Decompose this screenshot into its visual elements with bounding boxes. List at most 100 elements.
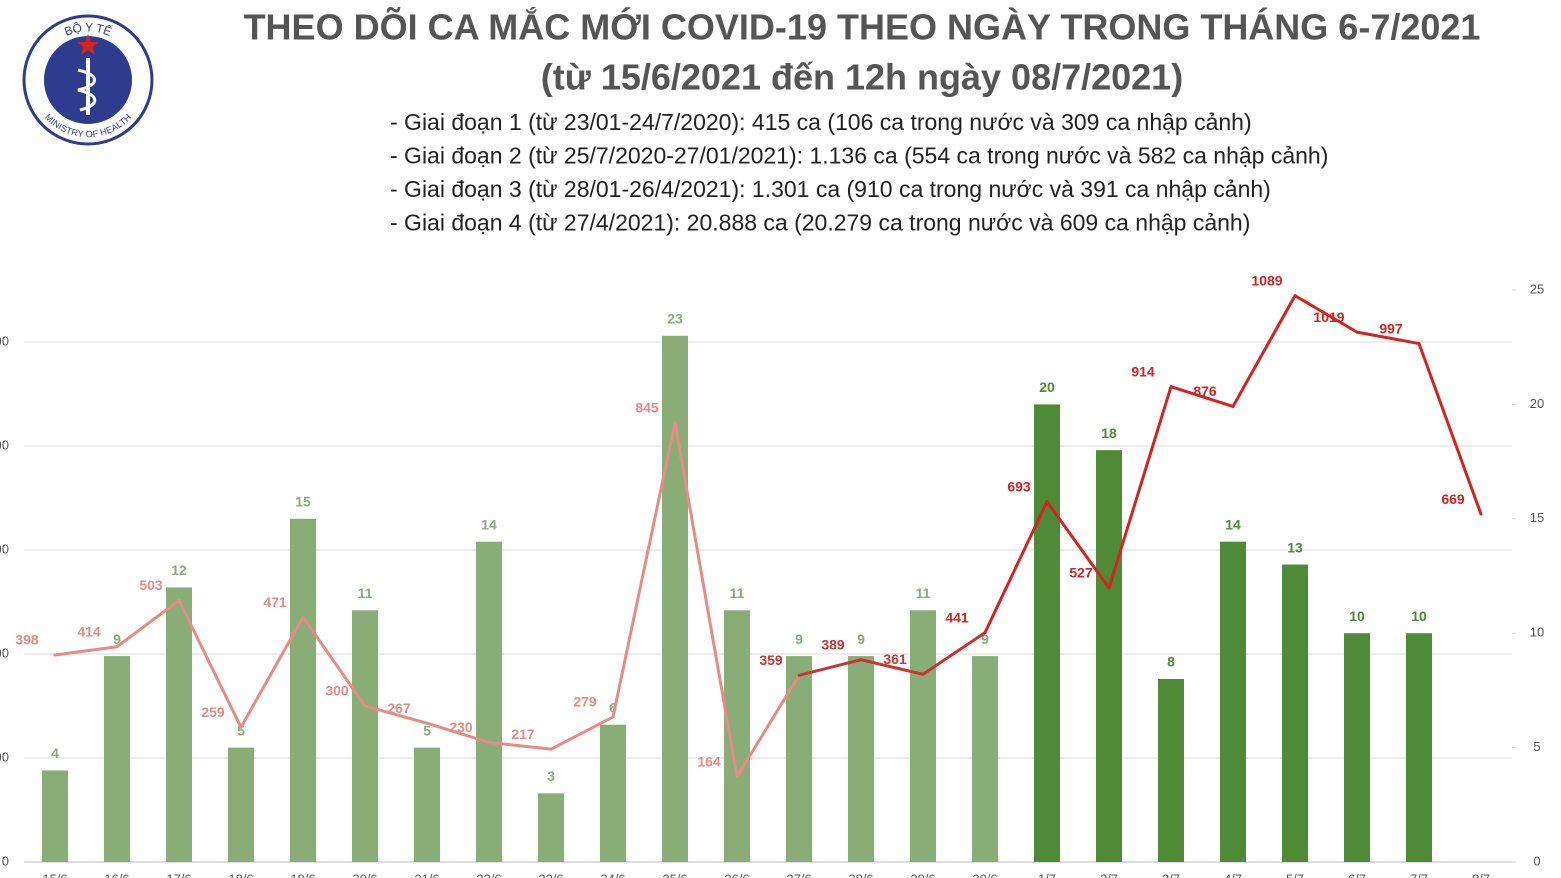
bar-value-label: 11 [358, 585, 373, 601]
bar [848, 656, 874, 862]
bar-value-label: 9 [857, 631, 865, 647]
line-value-label: 414 [77, 623, 101, 639]
line-segment [983, 500, 1049, 635]
bar-value-label: 9 [981, 631, 989, 647]
logo: BỘ Y TẾ MINISTRY OF HEALTH [22, 14, 154, 146]
line-segment [1107, 385, 1173, 590]
x-tick-label: 2/7 [1100, 871, 1118, 878]
bar [1406, 633, 1432, 862]
bar [42, 770, 68, 862]
y-tick-label: 400 [0, 645, 9, 660]
bar [600, 724, 626, 862]
line-segment [735, 673, 801, 779]
x-tick-label: 30/6 [972, 871, 997, 878]
bar [1034, 404, 1060, 862]
bar [538, 793, 564, 862]
line-segment [53, 645, 119, 657]
line-value-label: 217 [511, 726, 535, 742]
line-value-label: 1019 [1313, 309, 1344, 325]
bar [1158, 678, 1184, 862]
bar-value-label: 4 [51, 745, 59, 761]
line-segment [301, 615, 367, 708]
x-tick-label: 19/6 [290, 871, 315, 878]
line-segment [1417, 342, 1483, 516]
line-value-label: 389 [821, 636, 845, 652]
bar-value-label: 9 [795, 631, 803, 647]
y-tick-label: 200 [0, 749, 9, 764]
bar [1096, 450, 1122, 862]
bar [1282, 564, 1308, 862]
y2-tick-label: 25 [1530, 281, 1544, 296]
y2-tick-label: 0 [1533, 853, 1540, 868]
line-value-label: 527 [1069, 565, 1093, 581]
line-value-label: 164 [697, 753, 721, 769]
bar-value-label: 23 [667, 310, 683, 326]
bar [290, 518, 316, 862]
bar [724, 610, 750, 862]
line-value-label: 259 [201, 704, 225, 720]
x-tick-label: 8/7 [1472, 871, 1490, 878]
logo-star [77, 34, 99, 55]
bar [414, 747, 440, 862]
x-tick-label: 22/6 [476, 871, 501, 878]
line-value-label: 669 [1441, 491, 1465, 507]
bar-value-label: 3 [547, 768, 555, 784]
bar-value-label: 13 [1287, 539, 1303, 555]
line-value-label: 359 [759, 652, 783, 668]
x-tick-label: 17/6 [166, 871, 191, 878]
x-tick-label: 5/7 [1286, 871, 1304, 878]
line-segment [611, 421, 677, 719]
line-value-label: 279 [573, 694, 597, 710]
bar [1344, 633, 1370, 862]
y-tick-label: 600 [0, 541, 9, 556]
x-tick-label: 23/6 [538, 871, 563, 878]
line-segment [115, 598, 181, 649]
bar-value-label: 8 [1167, 654, 1175, 670]
chart-subtitle: (từ 15/6/2021 đến 12h ngày 08/7/2021) [541, 57, 1183, 98]
bar-value-label: 11 [730, 585, 745, 601]
note-line: - Giai đoạn 1 (từ 23/01-24/7/2020): 415 … [390, 109, 1252, 135]
bar-value-label: 15 [295, 494, 311, 510]
line-value-label: 876 [1193, 383, 1217, 399]
bar [352, 610, 378, 862]
line-segment [363, 704, 429, 725]
line-segment [921, 631, 987, 676]
bar [228, 747, 254, 862]
bar-value-label: 5 [423, 722, 431, 738]
line-value-label: 300 [325, 683, 349, 699]
line-value-label: 441 [945, 609, 969, 625]
x-tick-label: 4/7 [1224, 871, 1242, 878]
line-segment [859, 658, 925, 676]
y2-tick-label: 20 [1530, 396, 1544, 411]
line-value-label: 503 [139, 577, 163, 593]
bar [786, 656, 812, 862]
y2-tick-label: 15 [1530, 510, 1544, 525]
bar-value-label: 5 [237, 722, 245, 738]
note-line: - Giai đoạn 2 (từ 25/7/2020-27/01/2021):… [390, 143, 1328, 169]
bar [910, 610, 936, 862]
bar-value-label: 11 [916, 585, 931, 601]
logo-snake [77, 68, 97, 112]
x-tick-label: 1/7 [1038, 871, 1056, 878]
line-value-label: 471 [263, 594, 287, 610]
line-segment [239, 615, 305, 729]
bar-value-label: 10 [1411, 608, 1427, 624]
bar [662, 335, 688, 862]
y2-tick-label: 10 [1530, 625, 1544, 640]
bar-value-label: 14 [1225, 516, 1241, 532]
line-segment [487, 740, 553, 751]
bar-value-label: 18 [1101, 425, 1117, 441]
y-tick-label: 0 [2, 853, 9, 868]
x-tick-label: 6/7 [1348, 871, 1366, 878]
line-segment [549, 715, 615, 751]
line-segment [177, 598, 243, 729]
line-value-label: 997 [1379, 320, 1403, 336]
x-tick-label: 21/6 [414, 871, 439, 878]
bar-value-label: 10 [1349, 608, 1365, 624]
bar-value-label: 9 [113, 631, 121, 647]
line-segment [425, 721, 491, 744]
x-tick-label: 15/6 [42, 871, 67, 878]
note-line: - Giai đoạn 3 (từ 28/01-26/4/2021): 1.30… [390, 176, 1271, 202]
line-segment [1169, 385, 1235, 408]
